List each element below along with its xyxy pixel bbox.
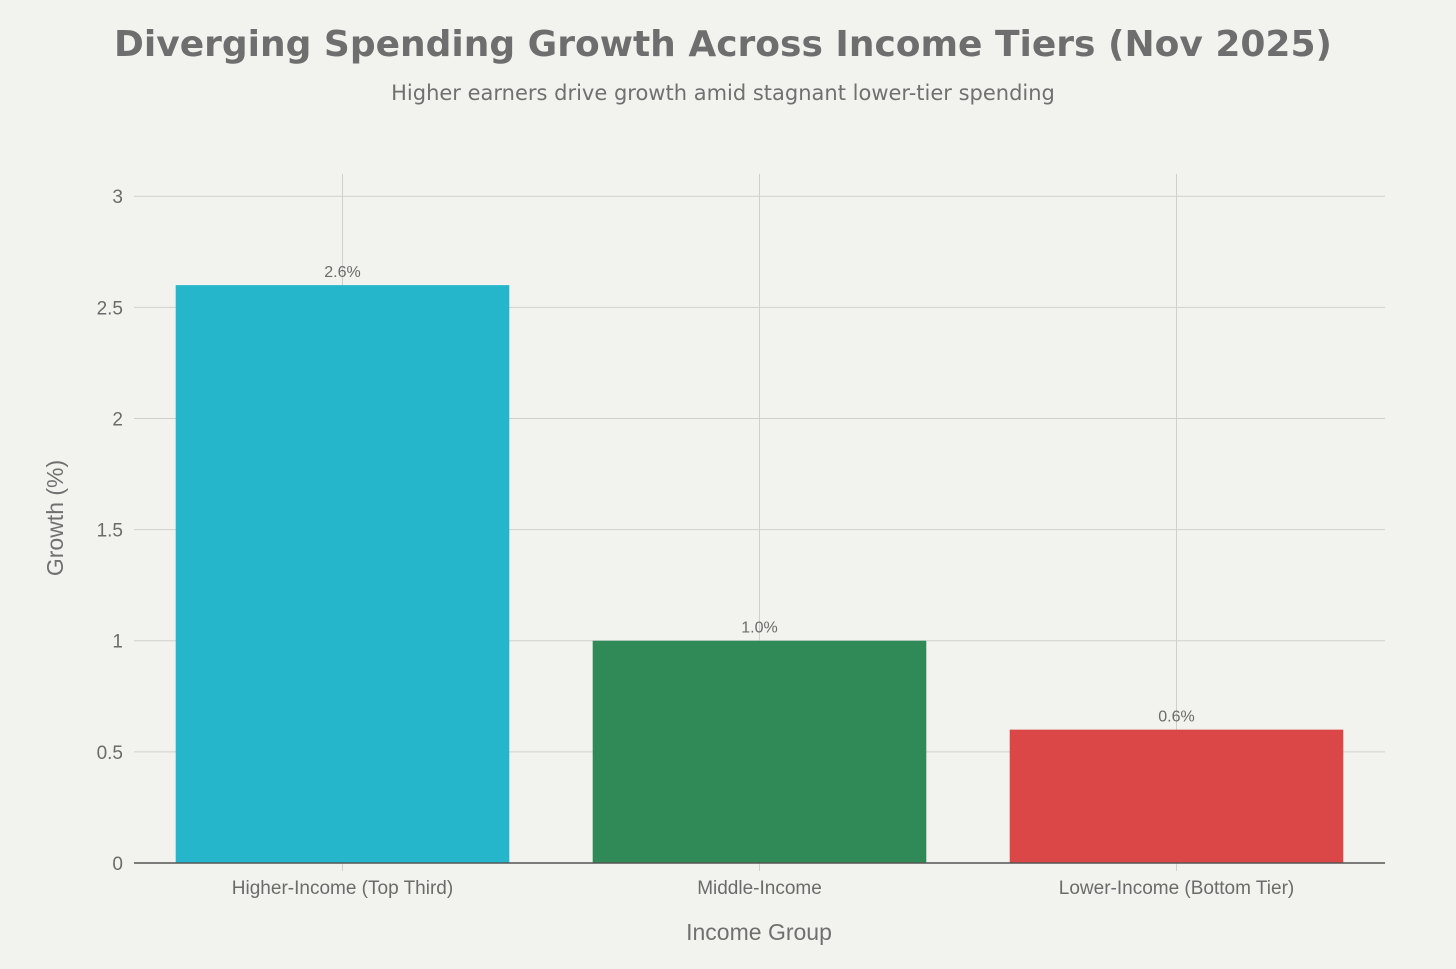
bar	[592, 640, 927, 863]
y-tick-label: 1.5	[97, 521, 123, 542]
y-axis-title: Growth (%)	[42, 460, 68, 576]
y-tick-label: 2	[112, 409, 123, 430]
y-tick-label: 3	[112, 187, 123, 208]
bars	[175, 285, 1344, 863]
y-tick-label: 2.5	[97, 298, 123, 319]
y-tick-label: 0	[112, 854, 123, 875]
y-tick-label: 1	[112, 632, 123, 653]
x-tick-label: Higher-Income (Top Third)	[232, 878, 453, 899]
x-axis-title: Income Group	[686, 919, 832, 945]
bar-value-label: 2.6%	[324, 264, 360, 281]
bar-value-label: 0.6%	[1158, 709, 1194, 726]
x-tick-label: Middle-Income	[697, 878, 822, 899]
x-axis-ticks: Higher-Income (Top Third) Middle-Income Lo…	[232, 878, 1294, 899]
chart-title: Diverging Spending Growth Across Income …	[114, 24, 1332, 65]
bar-value-labels: 2.6% 1.0% 0.6%	[324, 264, 1194, 726]
y-axis-ticks: 0 0.5 1 1.5 2 2.5 3	[97, 187, 123, 875]
bar	[175, 285, 510, 863]
y-tick-label: 0.5	[97, 743, 123, 764]
bar-value-label: 1.0%	[741, 620, 777, 637]
x-tick-label: Lower-Income (Bottom Tier)	[1059, 878, 1294, 899]
chart-subtitle: Higher earners drive growth amid stagnan…	[391, 81, 1055, 105]
bar	[1009, 729, 1344, 863]
